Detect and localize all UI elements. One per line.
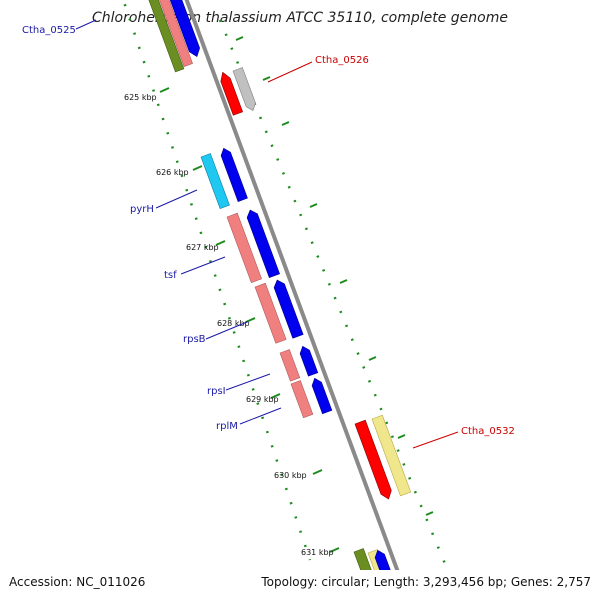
gene-blue-rplm[interactable] bbox=[310, 377, 333, 415]
gene-ctha-0526[interactable] bbox=[232, 67, 258, 113]
label-ctha-0532[interactable]: Ctha_0532 bbox=[461, 426, 515, 437]
label-ctha-0525[interactable]: Ctha_0525 bbox=[22, 25, 76, 36]
tick-mark bbox=[235, 36, 244, 41]
tick-mark bbox=[215, 240, 226, 246]
gene-blue-tsf[interactable] bbox=[245, 208, 280, 279]
tick-mark bbox=[329, 547, 340, 553]
tick-label-628: 628 kbp bbox=[217, 319, 250, 328]
inner-dotted-ruler bbox=[122, 0, 312, 561]
accession-text: Accession: NC_011026 bbox=[9, 575, 145, 589]
gene-tsf[interactable] bbox=[226, 212, 262, 284]
leader-tsf bbox=[180, 256, 226, 275]
gene-ctha-0525[interactable] bbox=[165, 0, 202, 58]
label-pyrh[interactable]: pyrH bbox=[130, 204, 154, 215]
leader-ctha-0525 bbox=[75, 19, 97, 30]
footer-bg bbox=[0, 570, 600, 600]
gene-features bbox=[146, 0, 412, 605]
tick-mark bbox=[309, 203, 318, 208]
gene-pyrh[interactable] bbox=[200, 153, 230, 209]
gene-pink-top[interactable] bbox=[155, 0, 193, 67]
tick-label-630: 630 kbp bbox=[274, 471, 307, 480]
label-leaders bbox=[75, 19, 459, 449]
tick-label-629: 629 kbp bbox=[246, 395, 279, 404]
leader-rpsb bbox=[205, 321, 248, 340]
gene-rplm[interactable] bbox=[290, 380, 314, 419]
tick-label-627: 627 kbp bbox=[186, 243, 219, 252]
label-ctha-0526[interactable]: Ctha_0526 bbox=[315, 55, 369, 66]
tick-mark bbox=[425, 511, 434, 516]
leader-ctha-0526 bbox=[267, 61, 313, 83]
gene-blue-rpsi[interactable] bbox=[298, 345, 319, 377]
genome-backbone bbox=[184, 0, 413, 605]
gene-ctha-0532[interactable] bbox=[371, 414, 412, 497]
gene-blue-pyrh[interactable] bbox=[219, 147, 248, 202]
label-rpsb[interactable]: rpsB bbox=[183, 334, 206, 345]
gene-red-0526[interactable] bbox=[218, 71, 244, 116]
leader-ctha-0532 bbox=[412, 431, 459, 449]
gene-rpsb[interactable] bbox=[254, 282, 287, 344]
tick-mark bbox=[397, 434, 406, 439]
tick-mark bbox=[368, 356, 377, 361]
tick-mark bbox=[339, 279, 348, 284]
tick-label-625: 625 kbp bbox=[124, 93, 157, 102]
tick-label-631: 631 kbp bbox=[301, 548, 334, 557]
tick-mark bbox=[270, 393, 281, 399]
leader-rpsi bbox=[225, 373, 271, 391]
tick-mark bbox=[159, 87, 170, 93]
tick-label-626: 626 kbp bbox=[156, 168, 189, 177]
genome-summary-text: Topology: circular; Length: 3,293,456 bp… bbox=[260, 575, 591, 589]
tick-mark bbox=[312, 469, 323, 475]
outer-dotted-ruler bbox=[218, 19, 462, 601]
gene-red-0532[interactable] bbox=[354, 419, 394, 501]
leader-rplm bbox=[239, 407, 282, 425]
label-rplm[interactable]: rplM bbox=[216, 421, 238, 432]
tick-mark bbox=[192, 165, 203, 171]
gene-rpsi[interactable] bbox=[279, 349, 301, 382]
tick-mark bbox=[281, 121, 290, 126]
leader-pyrh bbox=[155, 189, 198, 209]
label-rpsi[interactable]: rpsI bbox=[207, 386, 226, 397]
gene-blue-rpsb[interactable] bbox=[272, 278, 304, 339]
gene-olive-top[interactable] bbox=[146, 0, 185, 73]
tick-mark bbox=[262, 76, 271, 81]
tick-marks bbox=[159, 36, 434, 553]
tick-mark bbox=[245, 317, 256, 323]
label-tsf[interactable]: tsf bbox=[164, 270, 177, 281]
